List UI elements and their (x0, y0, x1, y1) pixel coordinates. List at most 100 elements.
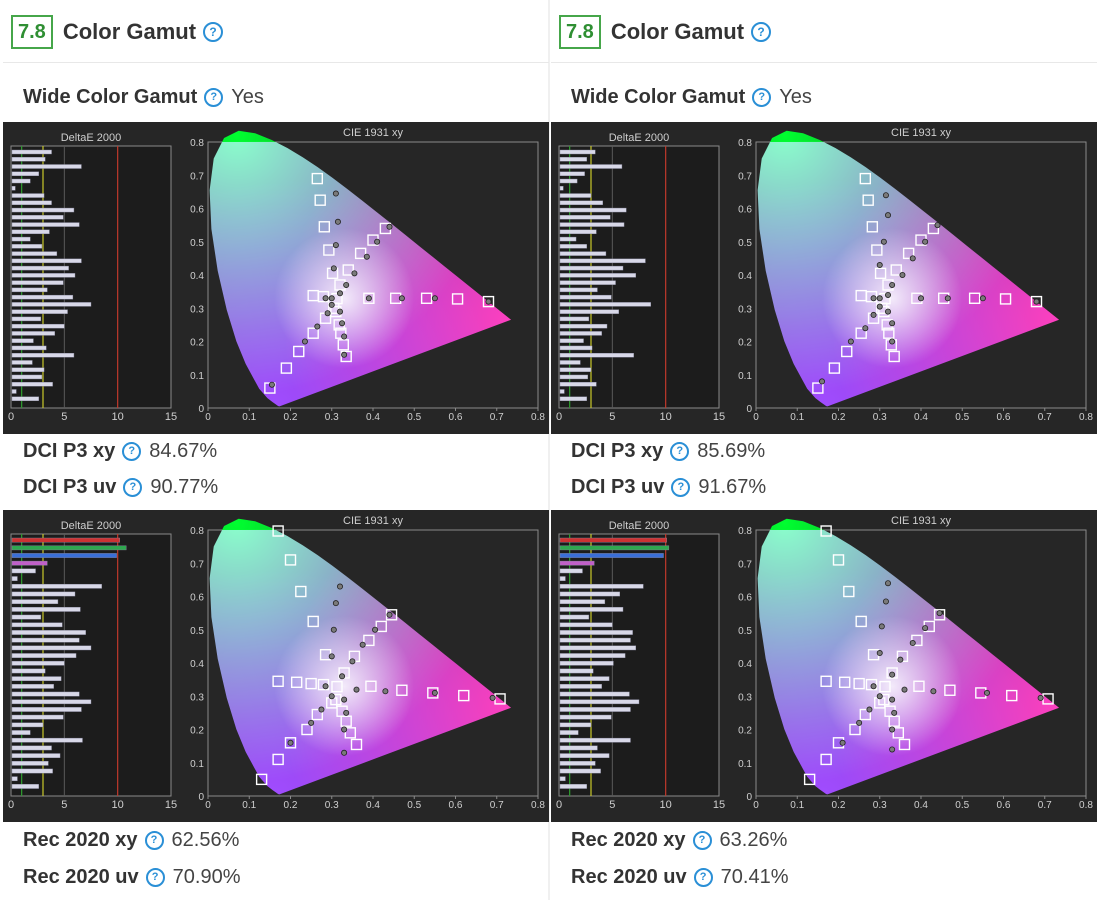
cie-x-tick-label: 0.2 (284, 800, 298, 811)
cie-title: CIE 1931 xy (891, 515, 951, 527)
cie-measured-point (870, 683, 877, 690)
rec-xy-row: Rec 2020 xy ? 62.56% (23, 829, 239, 852)
question-circle-icon[interactable]: ? (670, 442, 690, 461)
deltae-bar (559, 374, 588, 380)
deltae-tick-label: 10 (112, 799, 124, 811)
deltae-bar (11, 207, 75, 213)
cie-target-square (828, 362, 841, 374)
cie-y-tick-label: 0.2 (190, 338, 204, 349)
deltae-bar (11, 265, 69, 271)
deltae-bar (11, 389, 17, 394)
cie-measured-point (847, 338, 854, 345)
cie-target-square (331, 680, 343, 693)
cie-target-square (311, 172, 324, 185)
deltae-bar (559, 591, 620, 597)
cie-target-square (843, 585, 855, 598)
deltae-bar (11, 622, 63, 628)
cie-x-tick-label: 0.5 (407, 412, 421, 423)
cie-x-tick-label: 0 (753, 412, 759, 423)
deltae-bar (559, 668, 594, 674)
cie-target-square (396, 684, 408, 696)
cie-target-square (280, 362, 293, 374)
cie-measured-point (884, 308, 891, 315)
cie-measured-point (343, 281, 350, 288)
cie-target-square (375, 620, 387, 633)
question-circle-icon[interactable]: ? (671, 478, 691, 497)
cie-title: CIE 1931 xy (891, 127, 951, 139)
deltae-bar (559, 382, 597, 387)
cie-target-square (284, 554, 297, 566)
deltae-bar (11, 668, 46, 674)
cie-x-tick-label: 0.4 (914, 800, 928, 811)
question-circle-icon[interactable]: ? (752, 88, 772, 107)
cie-y-tick-label: 0.3 (190, 692, 204, 703)
cie-x-tick-label: 0.7 (1038, 412, 1052, 423)
cie-measured-point (889, 671, 896, 678)
cie-x-tick-label: 0.5 (407, 800, 421, 811)
cie-target-square (871, 244, 883, 256)
deltae-bar (11, 316, 42, 322)
deltae-bar (559, 229, 597, 235)
deltae-bar (559, 287, 598, 293)
dci-xy-label: DCI P3 xy (23, 440, 116, 462)
cie-target-square (335, 327, 347, 339)
cie-target-square (865, 678, 878, 691)
cie-measured-point (901, 686, 908, 693)
deltae-bar (559, 258, 646, 264)
cie-target-square (295, 585, 307, 598)
cie-target-square (272, 753, 284, 766)
cie-target-square (820, 675, 832, 687)
deltae-bar (11, 251, 58, 256)
cie-target-square (902, 247, 915, 260)
question-circle-icon[interactable]: ? (144, 831, 164, 850)
cie-target-square (927, 222, 940, 235)
deltae-bar (11, 164, 82, 169)
deltae-bar (559, 157, 587, 162)
deltae-bar (559, 345, 593, 351)
question-circle-icon[interactable]: ? (692, 831, 712, 850)
question-circle-icon[interactable]: ? (145, 868, 165, 887)
deltae-bar (559, 280, 616, 285)
cie-target-square (342, 264, 354, 276)
cie-measured-point (341, 333, 348, 340)
cie-measured-point (876, 295, 883, 302)
dci-uv-row: DCI P3 uv ? 90.77% (23, 476, 218, 499)
cie-measured-point (944, 295, 951, 302)
deltae-bar (559, 178, 578, 184)
cie-x-tick-label: 0.6 (449, 412, 463, 423)
cie-target-square (330, 693, 342, 706)
cie-measured-point (884, 291, 891, 298)
rec-2020-plot: DeltaE 2000 0 5 10 15 CIE 1931 xy 0 0.1 0.2 0.3 0.… (551, 510, 1097, 822)
deltae-bar (559, 215, 611, 220)
question-circle-icon[interactable]: ? (122, 442, 142, 461)
question-circle-icon[interactable]: ? (204, 88, 224, 107)
cie-measured-point (876, 693, 883, 700)
cie-y-tick-label: 0 (198, 404, 204, 415)
cie-x-tick-label: 0.8 (531, 412, 545, 423)
cie-measured-point (882, 192, 889, 199)
cie-measured-point (386, 223, 393, 230)
question-circle-icon[interactable]: ? (123, 478, 143, 497)
question-circle-icon[interactable]: ? (203, 22, 224, 42)
deltae-bar (559, 323, 608, 329)
cie-measured-point (909, 255, 916, 262)
cie-measured-point (936, 610, 943, 617)
deltae-bar (11, 761, 49, 766)
deltae-bar (559, 691, 630, 697)
cie-x-tick-label: 0.7 (490, 412, 504, 423)
dci-p3-plot: DeltaE 2000 0 5 10 15 CIE 1931 xy 0 0.1 0.2 0.3 0.… (3, 122, 549, 434)
cie-measured-point (322, 683, 329, 690)
score-badge: 7.8 (11, 15, 53, 49)
deltae-title: DeltaE 2000 (609, 520, 670, 532)
deltae-bar (11, 193, 45, 198)
rec-uv-row: Rec 2020 uv ? 70.41% (571, 866, 788, 889)
cie-y-tick-label: 0.4 (190, 271, 204, 282)
cie-y-tick-label: 0.2 (738, 726, 752, 737)
question-circle-icon[interactable]: ? (693, 868, 713, 887)
question-circle-icon[interactable]: ? (751, 22, 772, 42)
cie-target-square (944, 684, 956, 696)
rec-xy-label: Rec 2020 xy (23, 829, 138, 851)
deltae-title: DeltaE 2000 (609, 132, 670, 144)
deltae-bar (11, 599, 59, 605)
cie-measured-point (351, 270, 358, 277)
